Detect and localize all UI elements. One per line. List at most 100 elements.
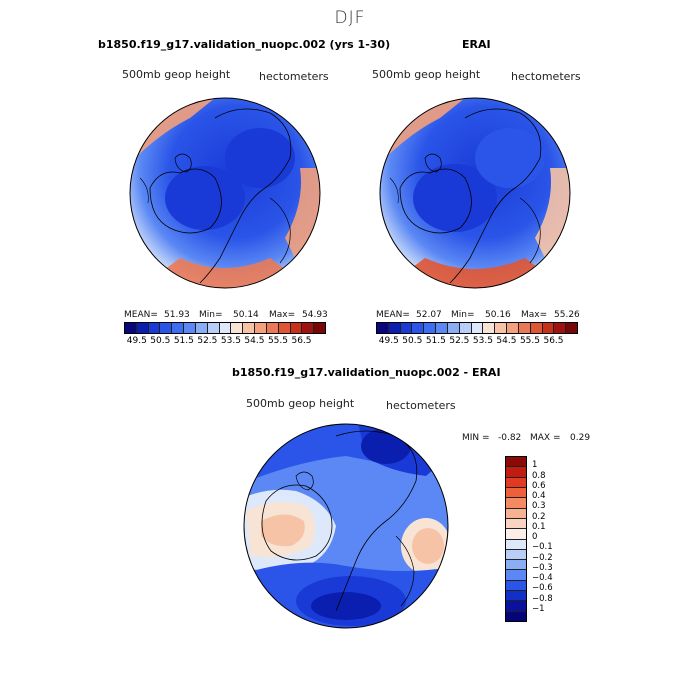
panel2-max-value: 55.26 bbox=[554, 310, 580, 320]
colorbar-tick-label: −0.4 bbox=[532, 573, 553, 583]
colorbar-tick-label: 53.5 bbox=[220, 336, 241, 346]
colorbar-swatch bbox=[506, 591, 526, 602]
panel3-title: b1850.f19_g17.validation_nuopc.002 - ERA… bbox=[232, 366, 501, 379]
colorbar-swatch bbox=[507, 323, 519, 333]
colorbar-swatch bbox=[278, 323, 291, 333]
panel3-field-label: 500mb geop height bbox=[246, 397, 355, 410]
colorbar-swatch bbox=[412, 323, 425, 333]
colorbar-swatch bbox=[483, 323, 496, 333]
colorbar-swatch bbox=[506, 498, 526, 509]
panel2-units-label: hectometers bbox=[511, 70, 581, 83]
colorbar-tick-label: 56.5 bbox=[543, 336, 564, 346]
panel3-max-value: 0.29 bbox=[570, 433, 591, 443]
colorbar-tick-label: 49.5 bbox=[378, 336, 399, 346]
colorbar-swatch bbox=[506, 477, 526, 488]
panel1-polar-map bbox=[129, 97, 321, 289]
colorbar-tick-label: 49.5 bbox=[126, 336, 147, 346]
colorbar-swatch bbox=[219, 323, 232, 333]
colorbar-tick-label: 0.1 bbox=[532, 521, 546, 532]
panel1-mean-value: 51.93 bbox=[164, 310, 190, 320]
colorbar-tick-label: 0.8 bbox=[532, 470, 546, 481]
panel1-title: b1850.f19_g17.validation_nuopc.002 (yrs … bbox=[98, 38, 391, 51]
colorbar-tick-label: 50.5 bbox=[402, 336, 423, 346]
panel1-mean-label: MEAN= bbox=[124, 310, 158, 320]
colorbar-swatch bbox=[255, 323, 267, 333]
colorbar-swatch bbox=[266, 323, 279, 333]
colorbar-swatch bbox=[207, 323, 220, 333]
panel3-polar-map bbox=[243, 423, 449, 629]
colorbar-swatch bbox=[506, 611, 526, 621]
colorbar-tick-label: 0.6 bbox=[532, 480, 546, 491]
colorbar-swatch bbox=[125, 323, 137, 333]
colorbar-swatch bbox=[506, 539, 526, 550]
colorbar-swatch bbox=[436, 323, 448, 333]
panel2-min-label: Min= bbox=[451, 310, 475, 320]
colorbar-tick-label: 50.5 bbox=[150, 336, 171, 346]
panel2-max-label: Max= bbox=[521, 310, 548, 320]
panel1-units-label: hectometers bbox=[259, 70, 329, 83]
colorbar-swatch bbox=[506, 601, 526, 612]
colorbar-swatch bbox=[506, 549, 526, 561]
figure-title: DJF bbox=[334, 8, 366, 28]
panel2-colorbar-labels: 49.5 50.5 51.5 52.5 53.5 54.5 55.5 56.5 bbox=[376, 336, 576, 348]
panel1-colorbar-labels: 49.5 50.5 51.5 52.5 53.5 54.5 55.5 56.5 bbox=[124, 336, 324, 348]
colorbar-swatch bbox=[314, 323, 326, 333]
panel3-colorbar bbox=[505, 456, 527, 622]
panel1-colorbar bbox=[124, 322, 326, 334]
panel1-max-value: 54.93 bbox=[302, 310, 328, 320]
colorbar-tick-label: 52.5 bbox=[197, 336, 218, 346]
colorbar-swatch bbox=[195, 323, 208, 333]
colorbar-swatch bbox=[172, 323, 185, 333]
colorbar-tick-label: 0.4 bbox=[532, 491, 546, 501]
colorbar-swatch bbox=[542, 323, 555, 333]
colorbar-swatch bbox=[506, 570, 526, 581]
colorbar-swatch bbox=[160, 323, 173, 333]
panel1-max-label: Max= bbox=[269, 310, 296, 320]
colorbar-swatch bbox=[506, 560, 526, 571]
colorbar-swatch bbox=[518, 323, 531, 333]
colorbar-swatch bbox=[447, 323, 460, 333]
colorbar-tick-label: −0.3 bbox=[532, 562, 553, 573]
panel2-min-value: 50.16 bbox=[485, 310, 511, 320]
colorbar-swatch bbox=[566, 323, 578, 333]
panel2-mean-label: MEAN= bbox=[376, 310, 410, 320]
panel1-min-value: 50.14 bbox=[233, 310, 259, 320]
colorbar-swatch bbox=[400, 323, 413, 333]
colorbar-swatch bbox=[530, 323, 543, 333]
colorbar-swatch bbox=[506, 518, 526, 530]
colorbar-swatch bbox=[302, 323, 315, 333]
colorbar-swatch bbox=[424, 323, 437, 333]
colorbar-swatch bbox=[506, 467, 526, 478]
colorbar-swatch bbox=[243, 323, 256, 333]
colorbar-tick-label: −0.1 bbox=[532, 542, 553, 553]
colorbar-tick-label: 56.5 bbox=[291, 336, 312, 346]
colorbar-swatch bbox=[506, 529, 526, 540]
panel1-min-label: Min= bbox=[199, 310, 223, 320]
colorbar-tick-label: 0.2 bbox=[532, 511, 546, 522]
panel2-colorbar bbox=[376, 322, 578, 334]
colorbar-tick-label: 1 bbox=[532, 460, 538, 471]
panel3-min-value: -0.82 bbox=[498, 433, 522, 443]
colorbar-tick-label: 51.5 bbox=[425, 336, 446, 346]
panel2-title: ERAI bbox=[462, 38, 491, 51]
colorbar-tick-label: −1 bbox=[532, 603, 545, 614]
colorbar-swatch bbox=[388, 323, 401, 333]
colorbar-tick-label: 51.5 bbox=[173, 336, 194, 346]
colorbar-tick-label: 55.5 bbox=[267, 336, 288, 346]
panel3-colorbar-labels: 1 0.8 0.6 0.4 0.3 0.2 0.1 0 −0.1 −0.2 −0.3 −0.4 −0.6… bbox=[532, 456, 592, 620]
colorbar-swatch bbox=[148, 323, 161, 333]
colorbar-swatch bbox=[506, 457, 526, 468]
panel3-units-label: hectometers bbox=[386, 399, 456, 412]
colorbar-swatch bbox=[184, 323, 196, 333]
colorbar-tick-label: −0.2 bbox=[532, 552, 553, 563]
panel1-field-label: 500mb geop height bbox=[122, 68, 231, 81]
colorbar-tick-label: 52.5 bbox=[449, 336, 470, 346]
colorbar-tick-label: 54.5 bbox=[496, 336, 517, 346]
colorbar-tick-label: −0.6 bbox=[532, 583, 553, 594]
colorbar-swatch bbox=[554, 323, 567, 333]
panel3-min-label: MIN = bbox=[462, 433, 490, 443]
colorbar-tick-label: 54.5 bbox=[244, 336, 265, 346]
panel2-polar-map bbox=[379, 97, 571, 289]
colorbar-swatch bbox=[506, 508, 526, 519]
colorbar-swatch bbox=[136, 323, 149, 333]
